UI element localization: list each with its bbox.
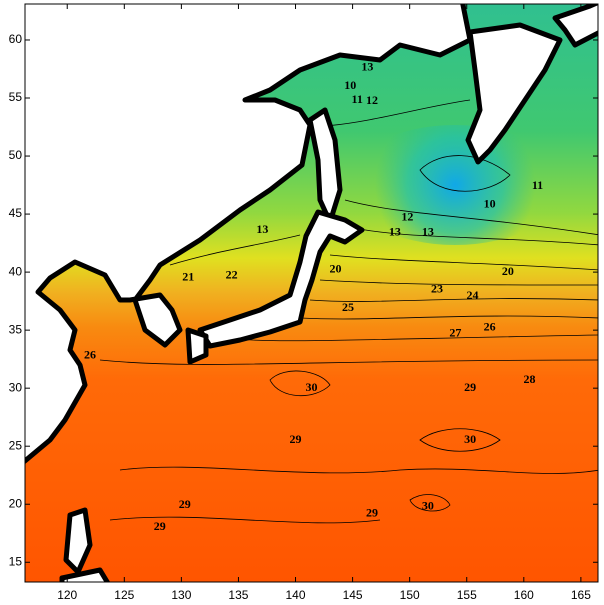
x-tick-label: 125	[114, 588, 134, 602]
mainland	[25, 4, 473, 465]
contour-label: 10	[484, 197, 496, 211]
kamchatka	[465, 22, 563, 165]
x-tick-label: 165	[571, 588, 591, 602]
contour-label: 23	[431, 281, 443, 295]
y-tick-label: 30	[9, 380, 23, 394]
contour-label: 27	[449, 325, 461, 339]
y-tick-label: 55	[9, 90, 23, 104]
contour-label: 10	[344, 78, 356, 92]
contour-label: 24	[466, 288, 478, 302]
land	[25, 4, 598, 582]
luzon	[59, 567, 111, 582]
taiwan	[63, 507, 93, 575]
contour-label: 12	[366, 93, 378, 107]
contour-label: 21	[182, 270, 194, 284]
contour-label: 28	[524, 372, 536, 386]
contour-label: 11	[532, 178, 543, 192]
y-tick-label: 45	[9, 206, 23, 220]
contour-label: 29	[366, 505, 378, 519]
contour-label: 13	[256, 222, 268, 236]
contour-label: 29	[179, 497, 191, 511]
x-tick-label: 130	[171, 588, 191, 602]
contour-label: 30	[422, 498, 434, 512]
contour-label: 29	[154, 519, 166, 533]
contour-label: 25	[342, 300, 354, 314]
x-tick-label: 160	[514, 588, 534, 602]
frame	[24, 3, 599, 583]
y-tick-label: 15	[9, 554, 23, 568]
x-tick-label: 155	[457, 588, 477, 602]
contour-label: 11	[351, 92, 362, 106]
contour-label: 13	[361, 60, 373, 74]
x-tick-label: 140	[286, 588, 306, 602]
japan	[197, 209, 365, 349]
north-east-land	[552, 4, 598, 48]
contour-label: 30	[464, 432, 476, 446]
y-tick-label: 60	[9, 32, 23, 46]
sakhalin	[307, 107, 343, 225]
x-tick-label: 150	[400, 588, 420, 602]
contour-label: 22	[226, 267, 238, 281]
contour-label: 13	[422, 224, 434, 238]
contour-label: 20	[329, 262, 341, 276]
axes: 120 125 130 135 140 145 150 155 160 165 15 20 25 30 35…	[9, 4, 598, 602]
x-tick-label: 135	[228, 588, 248, 602]
contour-label: 26	[84, 347, 96, 361]
contour-label: 30	[306, 380, 318, 394]
kyushu	[185, 327, 209, 365]
contour-label: 12	[401, 209, 413, 223]
x-tick-label: 120	[57, 588, 77, 602]
contour-label: 29	[464, 380, 476, 394]
y-tick-label: 35	[9, 322, 23, 336]
x-tick-label: 145	[343, 588, 363, 602]
cold-pool	[345, 125, 565, 245]
y-tick-label: 40	[9, 264, 23, 278]
y-tick-label: 25	[9, 438, 23, 452]
y-tick-label: 50	[9, 148, 23, 162]
contour-label: 29	[290, 432, 302, 446]
contour-label: 26	[484, 320, 496, 334]
contour-label: 13	[389, 224, 401, 238]
y-tick-label: 20	[9, 496, 23, 510]
contour-label: 20	[502, 264, 514, 278]
